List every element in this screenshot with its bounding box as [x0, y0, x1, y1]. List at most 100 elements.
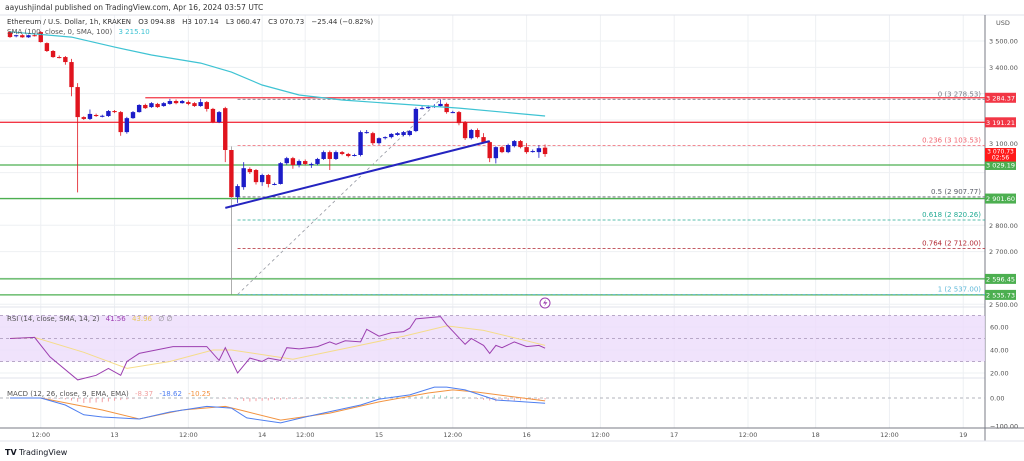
candle-up — [167, 101, 173, 104]
candle-down — [210, 108, 216, 123]
candle-up — [352, 155, 357, 157]
candle-up — [100, 115, 105, 117]
candle-up — [407, 131, 412, 135]
price-tag — [985, 193, 1016, 204]
price-tick-label: 2 800.00 — [989, 222, 1018, 230]
time-tick-label: 18 — [812, 431, 820, 439]
candle-down — [38, 32, 43, 43]
legend-close: C3 070.73 — [268, 18, 304, 26]
fib-diagonal — [237, 99, 441, 295]
candle-down — [303, 161, 308, 164]
legend-high: H3 107.14 — [182, 18, 219, 26]
fib-level-label: 0.5 (2 907.77) — [931, 188, 981, 196]
rsi-ma-value: 43.96 — [132, 315, 153, 323]
candle-down — [253, 170, 259, 183]
candle-down — [7, 32, 13, 38]
price-tag-label: 2 901.60 — [986, 195, 1015, 203]
fib-level-label: 0.764 (2 712.00) — [922, 239, 981, 247]
candle-down — [44, 43, 50, 52]
candle-down — [327, 152, 332, 159]
candle-down — [444, 103, 449, 113]
candle-up — [241, 168, 246, 188]
time-tick-label: 12:00 — [31, 431, 50, 439]
axes: 3 284.37 3 191.21 3 029.19 2 901.60 2 596.45… — [31, 19, 1018, 439]
candle-up — [389, 133, 394, 138]
sma-100-line — [9, 31, 546, 117]
candle-up — [13, 35, 19, 37]
candle-down — [50, 51, 56, 58]
candle-up — [272, 183, 277, 185]
candle-up — [259, 175, 265, 183]
last-price-label: 3 070.73 — [987, 149, 1014, 156]
candle-up — [124, 118, 130, 133]
time-tick-label: 17 — [670, 431, 678, 439]
candle-down — [247, 168, 253, 173]
candle-up — [450, 112, 455, 114]
time-tick-label: 12:00 — [296, 431, 315, 439]
macd-hist-value: -8.37 — [135, 390, 153, 398]
candle-up — [296, 161, 302, 166]
legend-change: −25.44 (−0.82%) — [311, 18, 373, 26]
svg-text:Ethereum / U.S. Dollar, 1h, KR: Ethereum / U.S. Dollar, 1h, KRAKEN O3 09… — [7, 18, 373, 26]
time-tick-label: 12:00 — [179, 431, 198, 439]
candle-up — [401, 132, 406, 135]
price-tag-label: 3 284.37 — [986, 94, 1015, 102]
price-tag-label: 3 191.21 — [986, 119, 1015, 127]
candle-down — [173, 101, 179, 104]
time-tick-label: 12:00 — [591, 431, 610, 439]
rsi-line — [9, 316, 546, 381]
candle-down — [456, 112, 462, 124]
svg-text:MACD (12, 26, close, 9, EMA, E: MACD (12, 26, close, 9, EMA, EMA) -8.37 … — [7, 390, 211, 398]
overlays — [9, 31, 546, 209]
rsi-ma-line — [9, 325, 546, 369]
svg-text:RSI (14, close, SMA, 14, 2): RSI (14, close, SMA, 14, 2) 41.56 43.96 … — [7, 315, 173, 323]
candlesticks — [7, 30, 548, 295]
fib-level-label: 1 (2 537.00) — [938, 286, 982, 294]
currency-label: USD — [996, 19, 1010, 27]
candle-down — [186, 102, 191, 104]
candle-up — [284, 158, 289, 164]
candle-down — [475, 129, 480, 138]
price-tick-label: 2 500.00 — [989, 301, 1018, 309]
price-tick-label: 2 700.00 — [989, 248, 1018, 256]
candle-up — [426, 107, 431, 109]
price-tick-label: 3 400.00 — [989, 64, 1018, 72]
candle-down — [518, 141, 523, 148]
candle-up — [512, 141, 517, 147]
rsi-band — [0, 315, 985, 399]
candle-down — [32, 35, 37, 37]
candle-down — [346, 153, 351, 157]
candle-up — [358, 132, 363, 156]
rsi-value: 41.56 — [106, 315, 127, 323]
sma-label: SMA (100, close, 0, SMA, 100) — [7, 28, 113, 36]
fib-level-label: 0.618 (2 820.26) — [922, 211, 981, 219]
candle-down — [339, 152, 345, 154]
fib-retracement[interactable]: 0 (3 278.53) 0.236 (3 103.53) 0.5 (2 907.7… — [237, 90, 985, 295]
candle-up — [180, 101, 185, 104]
time-tick-label: 12:00 — [443, 431, 462, 439]
price-tick-label: 3 100.00 — [989, 140, 1018, 148]
fib-level-label: 0.236 (3 103.53) — [922, 136, 981, 144]
price-tag-label: 2 535.73 — [986, 291, 1015, 299]
price-tag — [985, 159, 1016, 170]
tradingview-logo[interactable]: TV TradingView — [5, 448, 68, 457]
publisher-line: aayushjindal published on TradingView.co… — [5, 3, 263, 12]
candle-up — [376, 138, 382, 144]
price-tag-label: 3 029.19 — [986, 161, 1015, 169]
horizontal-levels — [0, 97, 985, 296]
candle-up — [278, 163, 283, 184]
candle-up — [364, 132, 369, 134]
tradingview-brand: TradingView — [18, 448, 68, 457]
lightning-icon[interactable] — [539, 297, 551, 309]
legend-open: O3 094.88 — [138, 18, 175, 26]
legend-symbol: Ethereum / U.S. Dollar, 1h, KRAKEN — [7, 18, 131, 26]
candle-up — [26, 35, 31, 38]
price-tag — [985, 289, 1016, 300]
candle-up — [505, 145, 511, 153]
time-tick-label: 12:00 — [880, 431, 899, 439]
price-tag-label: 2 596.45 — [986, 275, 1015, 283]
fib-level-label: 0 (3 278.53) — [938, 90, 982, 98]
macd-value: -18.62 — [159, 390, 182, 398]
time-tick-label: 16 — [522, 431, 530, 439]
